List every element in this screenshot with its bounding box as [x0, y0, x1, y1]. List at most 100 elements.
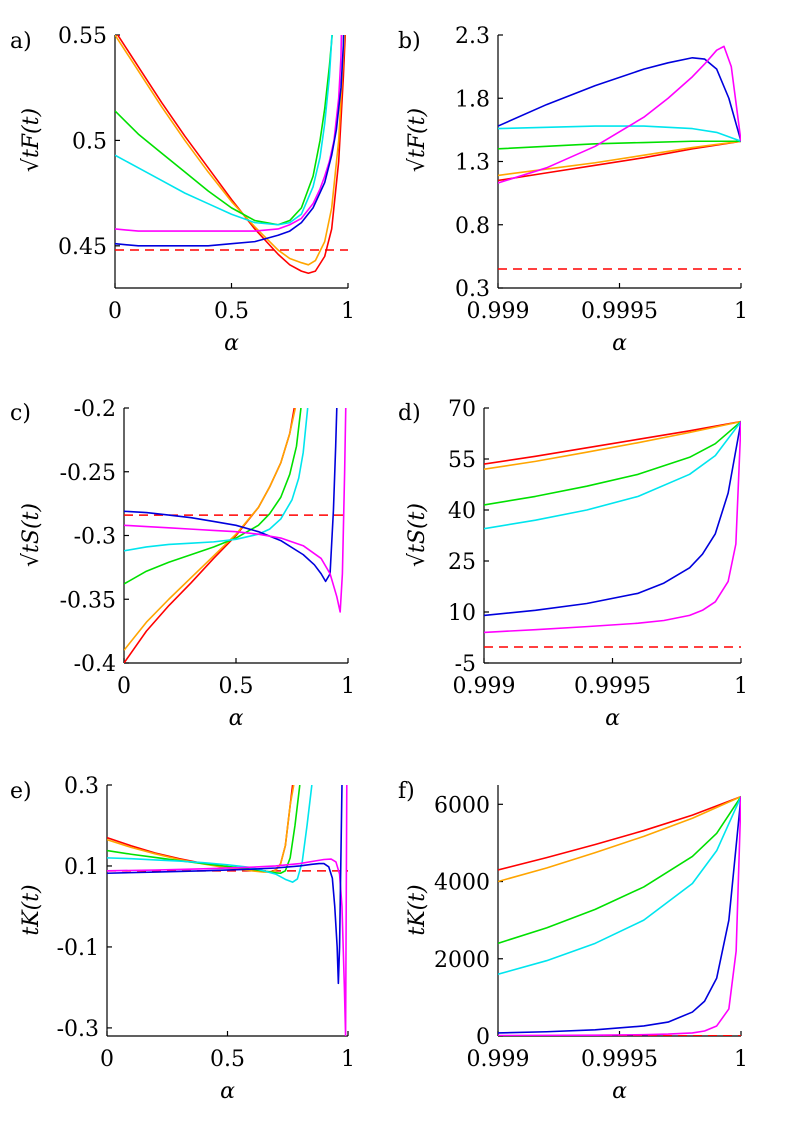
y-tick-label: 4000 [434, 871, 490, 896]
x-tick-label: 0 [117, 674, 131, 699]
panel-d: 0.999 0.9995 1 -5 10 25 40 55 70 α √tS(t) d) [398, 397, 748, 731]
series-line-cyan [124, 408, 309, 552]
x-tick-label: 0.9995 [581, 299, 658, 324]
plot-area [107, 785, 348, 1036]
x-tick-label: 1 [341, 1047, 355, 1072]
y-tick-label: 0.3 [455, 277, 490, 302]
x-tick-label: 1 [341, 674, 355, 699]
y-axis-label: tK(t) [19, 884, 44, 935]
x-tick-label: 1 [734, 1047, 748, 1072]
x-tick-label: 0 [108, 299, 122, 324]
y-tick-label: 70 [448, 397, 476, 422]
plot-area [124, 408, 348, 663]
series-line-blue [498, 56, 741, 142]
series-line-orange [498, 795, 741, 883]
panel-label: f) [398, 779, 415, 804]
x-tick-label: 0.999 [467, 1047, 530, 1072]
series-line-blue [498, 796, 741, 1034]
y-tick-label: 0.55 [58, 24, 107, 49]
series-line-red [116, 35, 347, 275]
series-line-orange [484, 420, 741, 470]
series-line-cyan [484, 421, 741, 530]
series-line-blue [115, 35, 345, 247]
y-axis-label: tK(t) [405, 884, 430, 935]
series-line-cyan [498, 125, 741, 143]
y-axis-label: √tF(t) [19, 108, 44, 172]
x-tick-label: 0.999 [467, 299, 530, 324]
series-line-magenta [498, 796, 741, 1036]
y-tick-label: -0.25 [60, 461, 116, 486]
x-tick-label: 0.5 [210, 1047, 245, 1072]
series-line-green [124, 408, 302, 585]
plot-area [115, 35, 348, 275]
x-axis-label: α [229, 706, 244, 731]
series-line-orange [124, 408, 297, 651]
y-tick-label: 1.3 [455, 151, 490, 176]
x-tick-label: 0.9995 [581, 1047, 658, 1072]
plot-area [498, 795, 741, 1036]
x-tick-label: 0.9995 [574, 674, 651, 699]
series-line-green [115, 35, 333, 226]
x-tick-label: 1 [734, 674, 748, 699]
y-axis-label: √tS(t) [19, 503, 44, 567]
y-axis-label: √tS(t) [405, 503, 430, 567]
series-line-red [498, 795, 741, 871]
y-tick-label: 2.3 [455, 24, 490, 49]
y-tick-label: 0.5 [72, 129, 107, 154]
plot-area [484, 420, 741, 648]
panel-label: c) [10, 401, 31, 426]
y-tick-label: 0.8 [455, 214, 490, 239]
series-line-blue [124, 408, 338, 583]
y-tick-label: -0.4 [74, 652, 116, 677]
y-tick-label: 25 [448, 550, 476, 575]
series-line-blue [107, 785, 343, 985]
x-tick-label: 0.999 [453, 674, 516, 699]
series-line-blue [484, 421, 741, 617]
series-line-orange [115, 35, 346, 266]
x-tick-label: 1 [734, 299, 748, 324]
x-tick-label: 0.5 [214, 299, 249, 324]
y-tick-label: 0.3 [64, 774, 99, 799]
x-tick-label: 0.5 [219, 674, 254, 699]
y-tick-label: -0.35 [60, 588, 116, 613]
y-tick-label: -5 [455, 652, 476, 677]
x-axis-label: α [612, 331, 627, 356]
series-line-red [484, 420, 741, 465]
y-tick-label: 6000 [434, 793, 490, 818]
x-axis-label: α [224, 331, 239, 356]
x-axis-label: α [605, 706, 620, 731]
panel-label: d) [398, 401, 421, 426]
series-line-green [107, 785, 301, 875]
y-tick-label: 40 [448, 499, 476, 524]
series-line-cyan [115, 35, 333, 226]
panel-f: 0.999 0.9995 1 0 2000 4000 6000 α tK(t) f) [398, 779, 748, 1104]
series-line-orange [107, 785, 295, 873]
series-line-magenta [107, 785, 348, 1036]
series-line-magenta [484, 421, 741, 634]
x-axis-label: α [612, 1079, 627, 1104]
y-tick-label: -0.1 [57, 936, 99, 961]
series-line-magenta [115, 35, 343, 232]
y-tick-label: 0 [476, 1025, 490, 1050]
y-tick-label: -0.2 [74, 397, 116, 422]
panel-c: 0 0.5 1 -0.4 -0.35 -0.3 -0.25 -0.2 α √tS(t) c) [10, 397, 355, 731]
x-tick-label: 0 [100, 1047, 114, 1072]
y-tick-label: 2000 [434, 948, 490, 973]
x-axis-label: α [220, 1079, 235, 1104]
y-axis-label: √tF(t) [405, 108, 430, 172]
series-line-green [498, 140, 741, 150]
y-tick-label: 55 [448, 448, 476, 473]
panel-e: 0 0.5 1 -0.3 -0.1 0.1 0.3 α tK(t) e) [10, 774, 355, 1104]
plot-area [498, 45, 741, 270]
panel-label: e) [10, 779, 32, 804]
x-tick-label: 1 [341, 299, 355, 324]
panel-b: 0.999 0.9995 1 0.3 0.8 1.3 1.8 2.3 α √tF(t) b) [398, 24, 748, 356]
series-line-green [498, 796, 741, 945]
panel-label: a) [10, 29, 32, 54]
y-tick-label: 10 [448, 601, 476, 626]
series-line-green [484, 420, 741, 506]
panel-a: 0 0.5 1 0.45 0.5 0.55 α √tF(t) a) [10, 24, 355, 356]
series-line-red [498, 140, 741, 182]
y-tick-label: 1.8 [455, 87, 490, 112]
